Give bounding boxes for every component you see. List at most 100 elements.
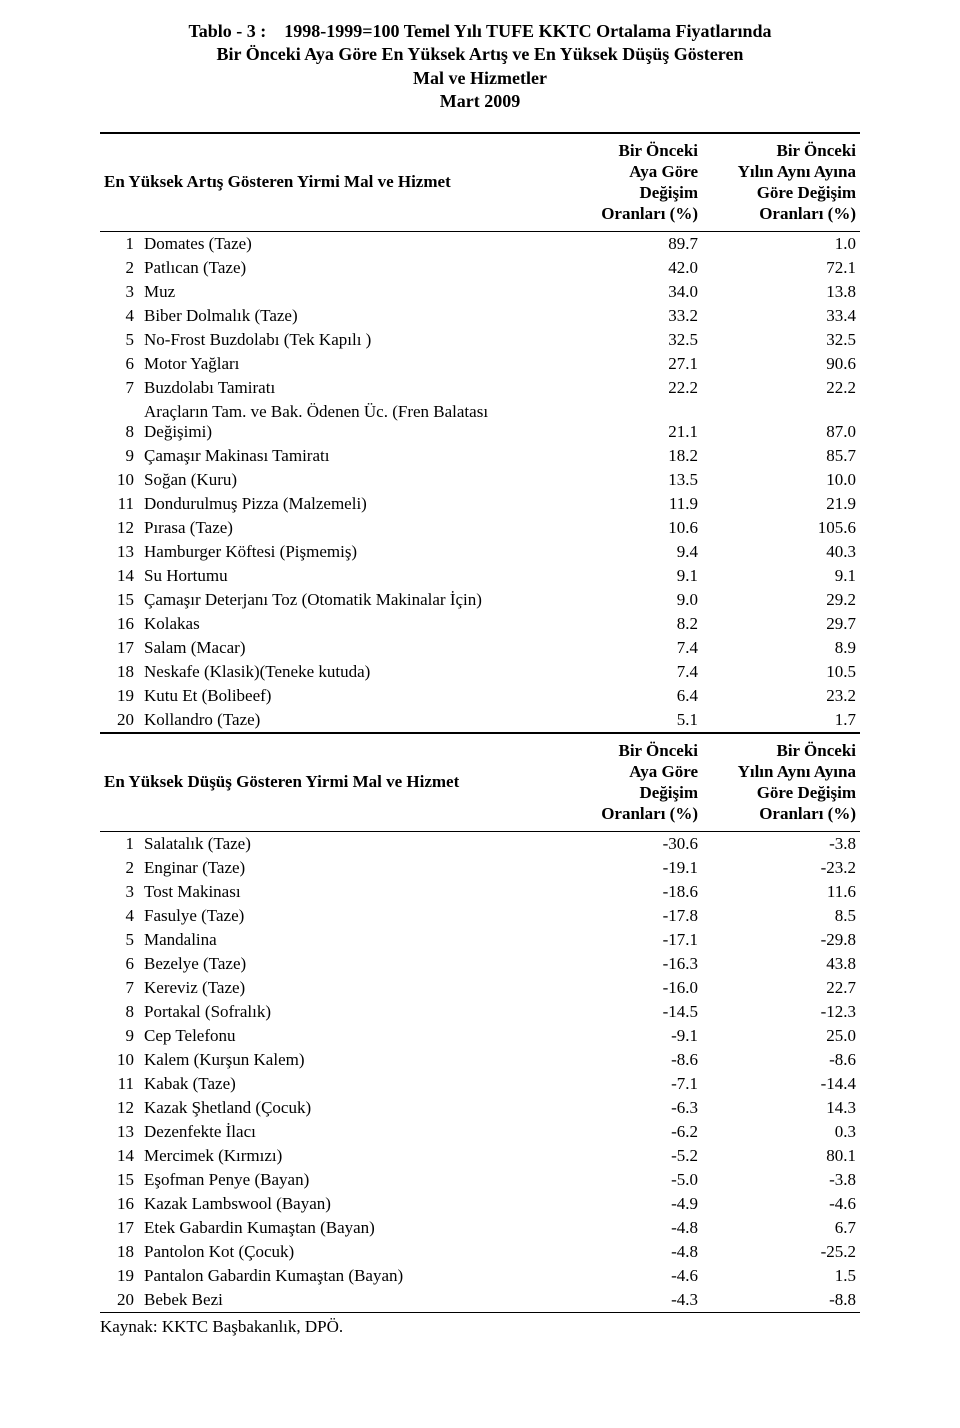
row-value-year: -14.4 [702, 1072, 860, 1096]
col2-l1: Bir Önceki [777, 141, 857, 160]
table-row: 17Salam (Macar)7.48.9 [100, 636, 860, 660]
table-row: 14Su Hortumu9.19.1 [100, 564, 860, 588]
row-value-month: 7.4 [544, 636, 702, 660]
row-value-year: 85.7 [702, 444, 860, 468]
row-number: 12 [100, 516, 140, 540]
row-number: 6 [100, 952, 140, 976]
row-value-month: 9.0 [544, 588, 702, 612]
row-value-month: -5.2 [544, 1144, 702, 1168]
row-value-month: -8.6 [544, 1048, 702, 1072]
row-value-year: 32.5 [702, 328, 860, 352]
row-value-year: 13.8 [702, 280, 860, 304]
row-number: 8 [100, 1000, 140, 1024]
row-name: Patlıcan (Taze) [140, 256, 544, 280]
row-number: 16 [100, 1192, 140, 1216]
row-number: 12 [100, 1096, 140, 1120]
row-name: Kollandro (Taze) [140, 708, 544, 733]
row-value-year: 11.6 [702, 880, 860, 904]
row-value-year: 23.2 [702, 684, 860, 708]
row-name: Bezelye (Taze) [140, 952, 544, 976]
row-value-year: 0.3 [702, 1120, 860, 1144]
table-row: 17Etek Gabardin Kumaştan (Bayan)-4.86.7 [100, 1216, 860, 1240]
row-name: Salatalık (Taze) [140, 831, 544, 856]
row-number: 20 [100, 1288, 140, 1313]
row-value-month: 42.0 [544, 256, 702, 280]
table-row: 4Fasulye (Taze)-17.88.5 [100, 904, 860, 928]
row-name: Eşofman Penye (Bayan) [140, 1168, 544, 1192]
row-value-year: 1.7 [702, 708, 860, 733]
row-value-year: 8.5 [702, 904, 860, 928]
table-row: 12Pırasa (Taze)10.6105.6 [100, 516, 860, 540]
row-name: Kalem (Kurşun Kalem) [140, 1048, 544, 1072]
row-name: Etek Gabardin Kumaştan (Bayan) [140, 1216, 544, 1240]
col1-l1: Bir Önceki [619, 141, 699, 160]
table-row: 13Hamburger Köftesi (Pişmemiş)9.440.3 [100, 540, 860, 564]
table-row: 6Motor Yağları27.190.6 [100, 352, 860, 376]
row-number: 15 [100, 1168, 140, 1192]
row-number: 17 [100, 636, 140, 660]
table-row: 4Biber Dolmalık (Taze)33.233.4 [100, 304, 860, 328]
row-value-month: -14.5 [544, 1000, 702, 1024]
row-value-month: 32.5 [544, 328, 702, 352]
row-name: Salam (Macar) [140, 636, 544, 660]
row-name: Motor Yağları [140, 352, 544, 376]
source-line: Kaynak: KKTC Başbakanlık, DPÖ. [100, 1317, 860, 1337]
row-name: Pantalon Gabardin Kumaştan (Bayan) [140, 1264, 544, 1288]
row-value-month: 27.1 [544, 352, 702, 376]
table-row: 7Kereviz (Taze)-16.022.7 [100, 976, 860, 1000]
row-value-month: -4.6 [544, 1264, 702, 1288]
table-row: 20Bebek Bezi-4.3-8.8 [100, 1288, 860, 1313]
row-value-year: 43.8 [702, 952, 860, 976]
row-name: Su Hortumu [140, 564, 544, 588]
row-name: Kereviz (Taze) [140, 976, 544, 1000]
row-name: Dondurulmuş Pizza (Malzemeli) [140, 492, 544, 516]
row-value-year: 6.7 [702, 1216, 860, 1240]
row-number: 4 [100, 904, 140, 928]
col1b-l4: Oranları (%) [601, 804, 698, 823]
row-value-month: -17.1 [544, 928, 702, 952]
table-row: 7Buzdolabı Tamiratı22.222.2 [100, 376, 860, 400]
col2b-l2: Yılın Aynı Ayına [738, 762, 856, 781]
section2-body: 1Salatalık (Taze)-30.6-3.82Enginar (Taze… [100, 831, 860, 1312]
row-value-month: -7.1 [544, 1072, 702, 1096]
row-number: 19 [100, 1264, 140, 1288]
row-name: Dezenfekte İlacı [140, 1120, 544, 1144]
table-row: 16Kazak Lambswool (Bayan)-4.9-4.6 [100, 1192, 860, 1216]
table-row: 8Araçların Tam. ve Bak. Ödenen Üc. (Fren… [100, 400, 860, 444]
table-row: 14Mercimek (Kırmızı)-5.280.1 [100, 1144, 860, 1168]
row-number: 13 [100, 540, 140, 564]
row-value-month: 9.1 [544, 564, 702, 588]
row-value-year: 9.1 [702, 564, 860, 588]
row-value-year: -4.6 [702, 1192, 860, 1216]
col2b-l1: Bir Önceki [777, 741, 857, 760]
section2-header-row: En Yüksek Düşüş Gösteren Yirmi Mal ve Hi… [100, 733, 860, 832]
table-row: 16Kolakas8.229.7 [100, 612, 860, 636]
col1-l4: Oranları (%) [601, 204, 698, 223]
row-value-month: -6.3 [544, 1096, 702, 1120]
row-name: Kabak (Taze) [140, 1072, 544, 1096]
page: Tablo - 3 : 1998-1999=100 Temel Yılı TUF… [0, 0, 960, 1377]
row-name: Biber Dolmalık (Taze) [140, 304, 544, 328]
row-number: 11 [100, 492, 140, 516]
row-name: No-Frost Buzdolabı (Tek Kapılı ) [140, 328, 544, 352]
data-table: En Yüksek Artış Gösteren Yirmi Mal ve Hi… [100, 132, 860, 1313]
col2b-l4: Oranları (%) [759, 804, 856, 823]
row-value-month: -4.3 [544, 1288, 702, 1313]
row-value-month: -19.1 [544, 856, 702, 880]
row-number: 11 [100, 1072, 140, 1096]
row-value-year: -3.8 [702, 831, 860, 856]
col2-header-2: Bir Önceki Yılın Aynı Ayına Göre Değişim… [702, 733, 860, 832]
row-value-month: 22.2 [544, 376, 702, 400]
row-value-month: 11.9 [544, 492, 702, 516]
row-name: Araçların Tam. ve Bak. Ödenen Üc. (Fren … [140, 400, 544, 444]
col1-header: Bir Önceki Aya Göre Değişim Oranları (%) [544, 133, 702, 232]
title-line2: Bir Önceki Aya Göre En Yüksek Artış ve E… [217, 44, 744, 64]
row-number: 8 [100, 400, 140, 444]
row-value-month: -9.1 [544, 1024, 702, 1048]
col1b-l2: Aya Göre [629, 762, 698, 781]
table-row: 1Domates (Taze)89.71.0 [100, 231, 860, 256]
row-name: Çamaşır Deterjanı Toz (Otomatik Makinala… [140, 588, 544, 612]
row-name: Çamaşır Makinası Tamiratı [140, 444, 544, 468]
table-row: 6Bezelye (Taze)-16.343.8 [100, 952, 860, 976]
row-number: 20 [100, 708, 140, 733]
